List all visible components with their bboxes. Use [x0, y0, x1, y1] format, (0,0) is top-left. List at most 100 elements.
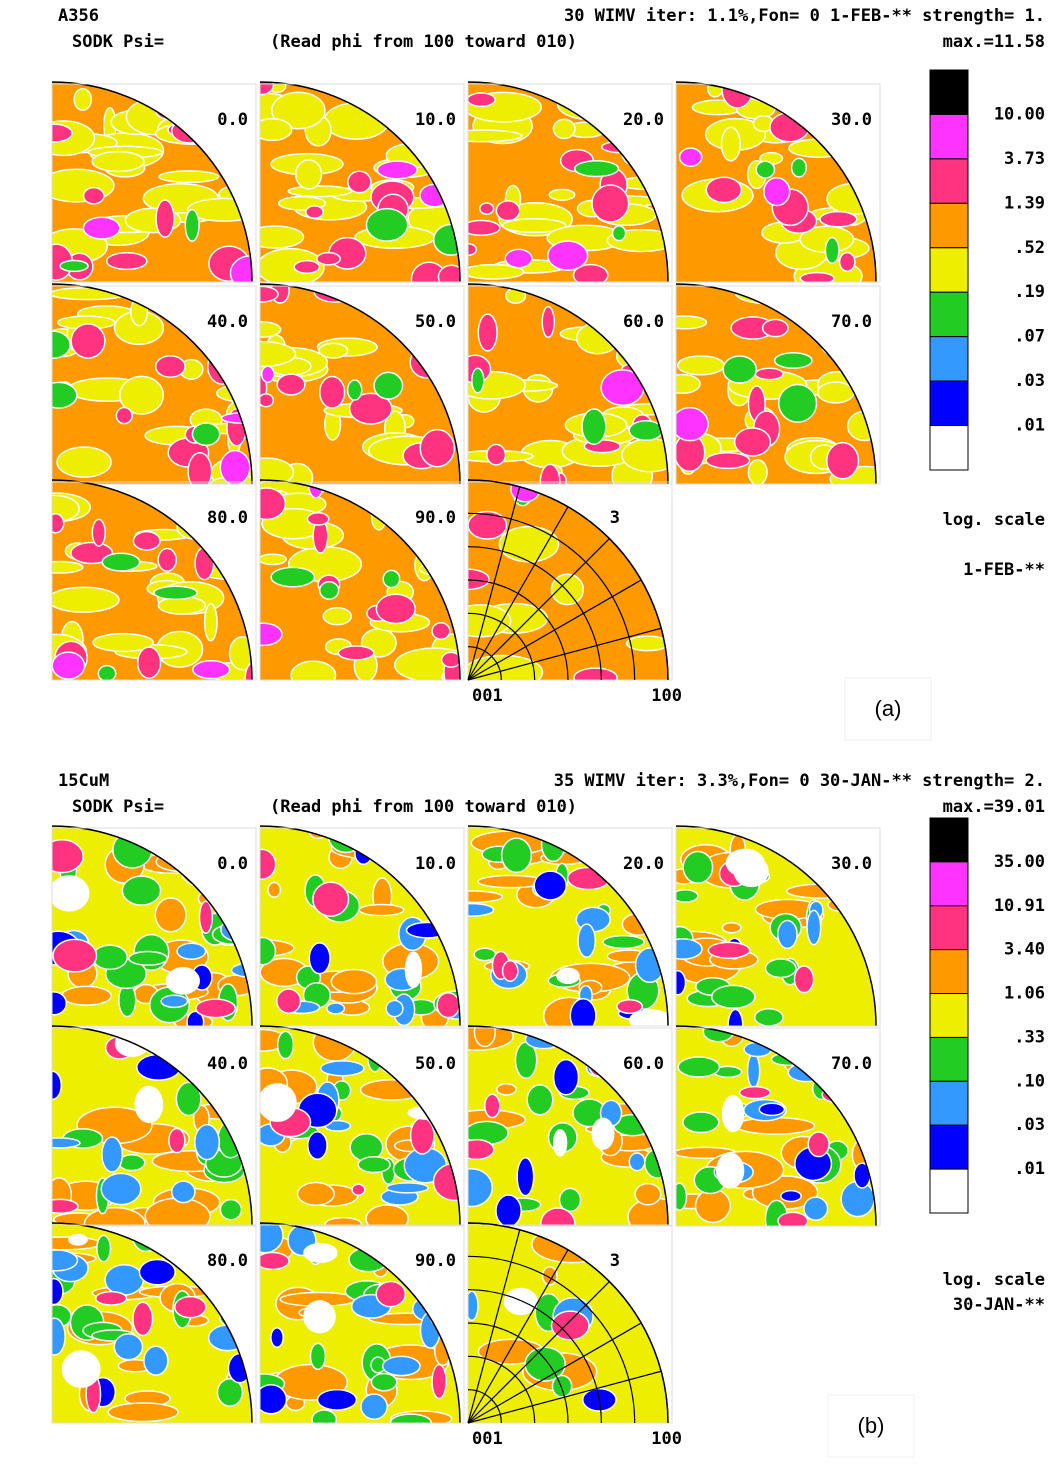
- contour-blob: [780, 1189, 802, 1203]
- contour-blob: [217, 1120, 245, 1159]
- contour-blob: [777, 1211, 809, 1226]
- contour-blob: [468, 1138, 495, 1161]
- section-outline: [259, 81, 461, 283]
- section-label: 80.0: [207, 508, 248, 528]
- contour-blob: [807, 1131, 830, 1158]
- contour-blob: [722, 355, 758, 384]
- contour-blob: [260, 1083, 297, 1123]
- contour-blob: [432, 909, 460, 927]
- contour-blob: [260, 393, 275, 408]
- contour-blob: [324, 1216, 363, 1226]
- contour-blob: [52, 938, 98, 973]
- contour-blob: [505, 287, 527, 304]
- contour-blob: [52, 586, 120, 613]
- contour-blob: [495, 1194, 522, 1226]
- section-outline: [675, 825, 877, 1027]
- contour-blob: [358, 903, 405, 917]
- odf-section: [52, 480, 252, 680]
- contour-blob: [82, 216, 121, 240]
- contour-blob: [533, 870, 567, 901]
- odf-section: [676, 284, 876, 484]
- contour-blob: [52, 330, 71, 360]
- legend-level: .52: [1014, 238, 1045, 258]
- contour-blob: [327, 826, 364, 854]
- contour-blob: [260, 340, 297, 368]
- section-label: 50.0: [415, 1054, 456, 1074]
- legend-swatch: [929, 949, 969, 995]
- section-label: 60.0: [623, 312, 664, 332]
- contour-blob: [614, 85, 668, 104]
- contour-blob: [187, 452, 213, 484]
- contour-blob: [682, 1111, 720, 1134]
- contour-blob: [431, 1363, 448, 1400]
- contour-blob: [94, 1290, 128, 1306]
- contour-blob: [175, 1081, 202, 1117]
- contour-blob: [634, 1182, 662, 1206]
- contour-blob: [160, 994, 189, 1009]
- contour-blob: [144, 1197, 211, 1226]
- legend-level: 10.91: [994, 896, 1045, 916]
- contour-blob: [91, 150, 145, 173]
- contour-blob: [191, 422, 221, 447]
- contour-blob: [296, 1181, 335, 1206]
- contour-blob: [154, 897, 187, 933]
- odf-section: [52, 82, 252, 282]
- contour-blob: [290, 660, 337, 680]
- contour-blob: [573, 667, 618, 680]
- legend-date: 30-JAN-**: [953, 1295, 1045, 1315]
- contour-blob: [786, 883, 859, 899]
- contour-blob: [516, 1157, 535, 1197]
- contour-blob: [293, 259, 321, 274]
- legend-swatch: [929, 202, 969, 249]
- section-frame: [259, 83, 465, 283]
- legend-level: .33: [1014, 1027, 1045, 1047]
- contour-blob: [312, 881, 350, 917]
- legend-level: .01: [1014, 1159, 1045, 1179]
- contour-blob: [326, 1002, 346, 1015]
- contour-blob: [316, 251, 342, 266]
- section-frame: [259, 1027, 465, 1227]
- contour-blob: [738, 1085, 771, 1100]
- contour-blob: [370, 1372, 398, 1392]
- legend-level: 1.06: [1004, 984, 1045, 1004]
- section-outline: [51, 283, 253, 485]
- contour-blob: [676, 970, 687, 996]
- polar-radial: [467, 486, 521, 681]
- panel-label-box: [844, 677, 932, 741]
- contour-blob: [348, 392, 393, 425]
- contour-blob: [526, 1084, 554, 1116]
- contour-blob: [287, 185, 353, 198]
- contour-blob: [588, 1034, 633, 1048]
- contour-blob: [380, 826, 404, 849]
- contour-blob: [276, 988, 302, 1014]
- contour-blob: [128, 950, 168, 966]
- contour-blob: [793, 965, 815, 994]
- legend-swatch: [929, 425, 969, 471]
- contour-blob: [437, 264, 460, 282]
- contour-blob: [379, 1050, 407, 1075]
- section-frame: [259, 285, 465, 485]
- contour-blob: [776, 919, 798, 950]
- contour-blob: [591, 184, 630, 223]
- contour-blob: [473, 1026, 496, 1048]
- subheader-psi: SODK Psi=: [72, 797, 164, 817]
- contour-blob: [52, 991, 68, 1016]
- odf-section: [260, 82, 460, 282]
- scale-note: log. scale: [943, 1270, 1045, 1290]
- contour-blob: [468, 604, 512, 638]
- contour-blob: [577, 295, 614, 313]
- section-outline: [467, 81, 669, 283]
- contour-blob: [97, 664, 117, 680]
- axis-label-001: 001: [472, 686, 503, 706]
- contour-blob: [468, 219, 501, 237]
- contour-blob: [721, 921, 742, 934]
- contour-blob: [790, 847, 837, 868]
- contour-blob: [705, 451, 751, 470]
- legend-swatch: [929, 993, 969, 1038]
- section-frame: [51, 1224, 257, 1424]
- contour-blob: [170, 1180, 196, 1204]
- contour-blob: [176, 942, 207, 960]
- section-label: 30.0: [831, 854, 872, 874]
- contour-blob: [132, 1301, 154, 1337]
- odf-section: [260, 480, 460, 680]
